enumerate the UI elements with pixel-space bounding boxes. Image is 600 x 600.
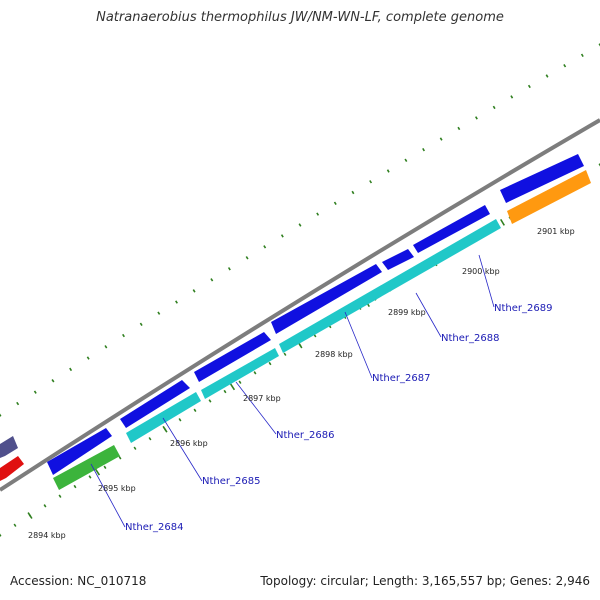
scale-tick [88,475,92,479]
topology-text: Topology: circular; Length: 3,165,557 bp… [260,574,590,588]
scale-tick [253,371,257,375]
gene-label[interactable]: Nther_2688 [441,333,499,344]
scale-tick [162,425,168,433]
gene-label[interactable]: Nther_2684 [125,522,183,533]
position-label: 2897 kbp [243,394,281,403]
scale-tick [103,465,107,470]
scale-tick [157,311,161,315]
position-label: 2901 kbp [537,227,575,236]
scale-tick [33,390,37,394]
scale-tick [333,201,337,206]
scale-tick [598,43,600,47]
gene-arrow-red-edge[interactable] [0,456,24,481]
gene-label[interactable]: Nther_2685 [202,476,260,487]
position-label: 2895 kbp [98,484,136,493]
scale-tick [580,53,584,57]
scale-tick [510,95,514,99]
scale-tick [439,137,443,141]
position-label: 2898 kbp [315,350,353,359]
scale-tick [73,484,77,489]
position-label: 2899 kbp [388,308,426,317]
map-title: Natranaerobius thermophilus JW/NM-WN-LF,… [96,10,504,25]
scale-tick [283,352,287,356]
scale-tick [263,245,267,249]
scale-tick [94,468,101,476]
scale-tick [227,267,231,271]
gene-label[interactable]: Nther_2689 [494,303,552,314]
scale-tick [43,504,47,508]
gene-arrow-forward[interactable] [120,380,190,428]
scale-tick [500,218,505,226]
gene-arrow-cyan[interactable] [126,392,201,443]
scale-tick [268,361,272,366]
scale-tick [298,223,302,227]
scale-tick [245,256,249,260]
genome-backbone [0,118,600,492]
scale-tick [386,169,390,173]
scale-tick [369,180,373,184]
gene-arrow-green[interactable] [53,445,120,490]
gene-arrow-forward[interactable] [271,264,382,334]
position-label: 2900 kbp [462,267,500,276]
scale-tick [148,437,152,441]
scale-tick [178,418,182,422]
scale-tick [0,413,2,417]
scale-tick [598,163,600,167]
gene-arrow-orange[interactable] [507,170,591,224]
gene-arrow-cyan[interactable] [201,348,279,399]
scale-tick [208,399,212,403]
scale-tick [457,126,461,131]
gene-arrow-forward[interactable] [194,332,271,382]
scale-tick [0,533,2,537]
scale-tick [13,523,17,527]
scale-tick [545,74,549,78]
scale-tick [492,105,496,110]
scale-tick [229,383,236,391]
gene-arrow-forward[interactable] [413,205,490,253]
scale-tick [16,401,20,406]
scale-tick [422,148,425,152]
gene-label[interactable]: Nther_2687 [372,373,430,384]
position-label: 2894 kbp [28,531,66,540]
gene-arrow-forward[interactable] [382,249,414,270]
scale-tick [51,379,55,383]
scale-tick [104,345,108,349]
position-label: 2896 kbp [170,439,208,448]
scale-tick [58,494,62,498]
accession-text: Accession: NC_010718 [10,574,147,588]
gene-arrow-forward[interactable] [500,154,584,203]
scale-tick [527,84,531,89]
scale-tick [563,63,567,68]
scale-tick [86,356,90,360]
scale-tick [122,333,125,338]
scale-tick [193,408,197,413]
scale-tick [280,234,284,238]
scale-tick [139,322,143,327]
scale-tick [192,289,196,293]
scale-tick [27,512,33,519]
scale-tick [175,300,178,304]
scale-tick [404,158,408,163]
scale-tick [69,367,73,372]
scale-tick [316,212,320,216]
scale-tick [210,278,214,282]
gene-arrow-cyan[interactable] [279,219,501,353]
scale-tick [475,116,478,120]
scale-tick [238,380,242,384]
scale-tick [118,456,122,460]
gene-arrow-purple-edge[interactable] [0,436,18,458]
gene-label[interactable]: Nther_2686 [276,430,334,441]
scale-tick [351,190,355,195]
gene-label-leaders [90,254,495,528]
gene-arrow-forward[interactable] [47,428,112,475]
scale-tick [133,446,137,450]
scale-tick [223,389,227,394]
